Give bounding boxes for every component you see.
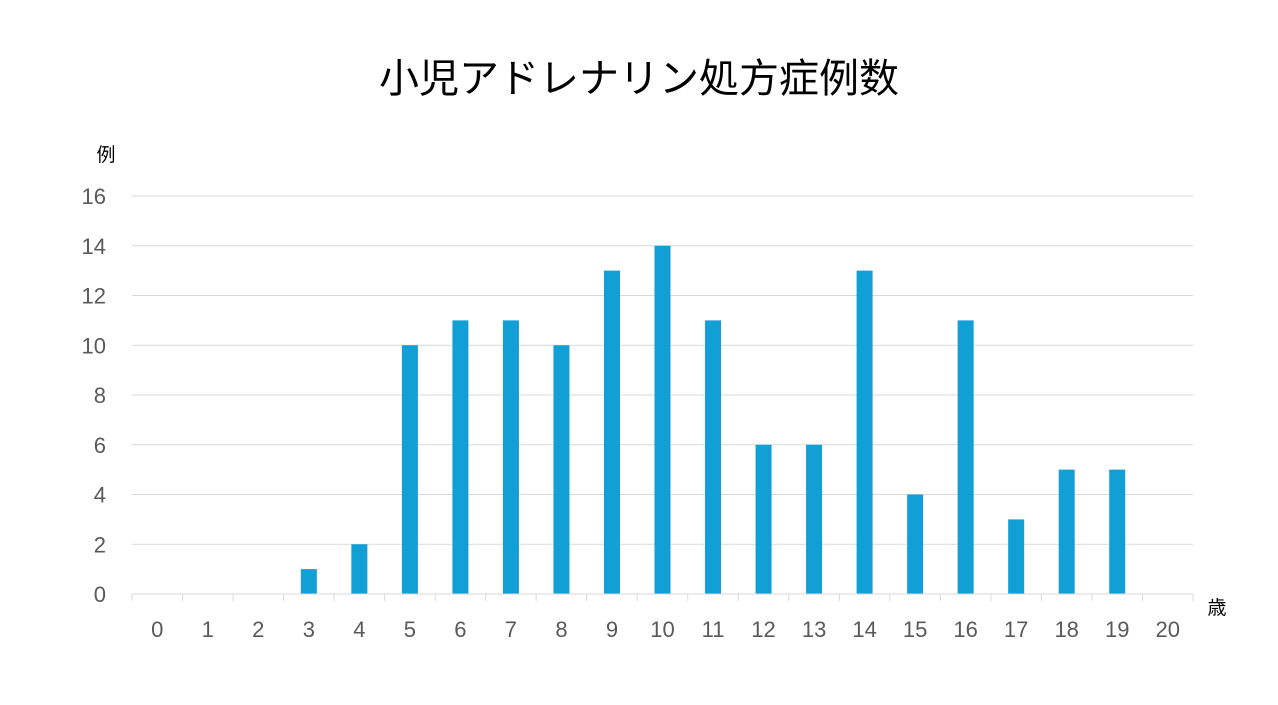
x-tick-label: 4 xyxy=(353,617,365,642)
x-tick-label: 10 xyxy=(650,617,674,642)
bar xyxy=(755,444,772,594)
bar xyxy=(705,320,722,594)
bar xyxy=(856,270,873,594)
x-tick-label: 6 xyxy=(454,617,466,642)
bar xyxy=(957,320,974,594)
x-axis xyxy=(131,593,1194,601)
x-tick-label: 18 xyxy=(1054,617,1078,642)
x-tick-label: 3 xyxy=(303,617,315,642)
bar xyxy=(1008,519,1025,594)
x-tick-label: 16 xyxy=(953,617,977,642)
x-tick-label: 9 xyxy=(606,617,618,642)
y-axis-tick-labels: 0 2 4 6 8 10 12 14 16 xyxy=(82,184,106,607)
y-tick-label: 16 xyxy=(82,184,106,209)
x-axis-tick-labels: 0 1 2 3 4 5 6 7 8 9 10 11 12 13 14 15 16 17 18 19 20 xyxy=(151,617,1180,642)
bars xyxy=(300,245,1126,594)
x-tick-label: 19 xyxy=(1105,617,1129,642)
x-tick-label: 2 xyxy=(252,617,264,642)
bar xyxy=(452,320,469,594)
bar xyxy=(502,320,519,594)
y-tick-label: 12 xyxy=(82,284,106,309)
x-tick-label: 20 xyxy=(1155,617,1179,642)
bar xyxy=(806,444,823,594)
bar xyxy=(351,544,368,594)
x-tick-label: 5 xyxy=(404,617,416,642)
bar xyxy=(1109,469,1126,594)
y-tick-label: 4 xyxy=(94,483,106,508)
bar xyxy=(654,245,671,594)
x-tick-label: 1 xyxy=(202,617,214,642)
x-tick-label: 8 xyxy=(555,617,567,642)
y-axis-label: 例 xyxy=(96,144,115,166)
y-tick-label: 8 xyxy=(94,383,106,408)
x-tick-label: 11 xyxy=(702,617,725,642)
y-tick-label: 14 xyxy=(82,234,106,259)
bar xyxy=(300,569,317,594)
bar xyxy=(1058,469,1075,594)
x-tick-label: 14 xyxy=(852,617,876,642)
bar xyxy=(553,345,570,594)
x-tick-label: 15 xyxy=(903,617,927,642)
y-tick-label: 0 xyxy=(94,582,106,607)
x-tick-label: 13 xyxy=(802,617,826,642)
y-tick-label: 2 xyxy=(94,532,106,557)
y-tick-label: 10 xyxy=(82,333,106,358)
bar xyxy=(401,345,418,594)
chart-title: 小児アドレナリン処方症例数 xyxy=(379,56,899,102)
x-axis-label: 歳 xyxy=(1207,597,1226,619)
x-tick-label: 17 xyxy=(1004,617,1028,642)
x-tick-label: 12 xyxy=(751,617,775,642)
bar xyxy=(907,494,924,594)
y-tick-label: 6 xyxy=(94,433,106,458)
bar xyxy=(603,270,620,594)
x-tick-label: 0 xyxy=(151,617,163,642)
x-tick-label: 7 xyxy=(505,617,517,642)
